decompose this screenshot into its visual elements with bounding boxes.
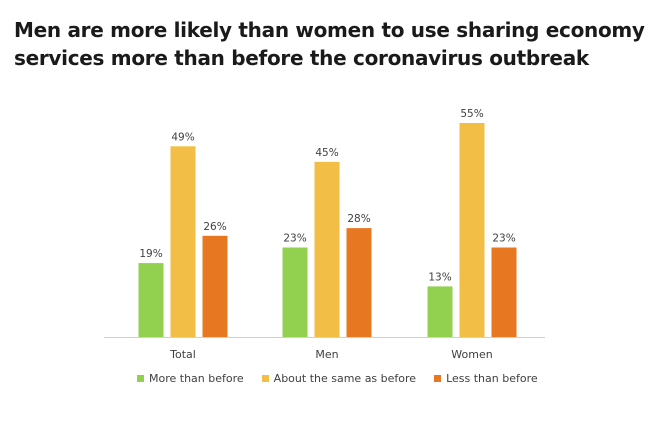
legend-item-same: About the same as before [261,372,417,385]
data-label-more-men: 23% [283,233,306,245]
chart-title: Men are more likely than women to use sh… [14,16,654,72]
data-label-same-men: 45% [315,147,338,159]
legend-swatch-more [137,375,144,382]
chart-title-line-2: services more than before the coronaviru… [14,46,589,70]
chart-legend: More than before About the same as befor… [137,372,556,385]
legend-swatch-less [434,375,442,382]
x-tick-label-women: Women [451,348,492,361]
legend-label-more: More than before [149,372,244,385]
legend-item-more: More than before [137,372,244,385]
data-label-same-women: 55% [460,108,483,120]
data-label-more-total: 19% [139,248,162,260]
legend-label-same: About the same as before [273,372,417,385]
bar-less-total [202,235,228,337]
chart-title-line-1: Men are more likely than women to use sh… [14,18,645,42]
x-tick-label-men: Men [315,348,338,361]
bar-same-women [459,123,485,337]
bar-more-women [427,286,453,337]
bar-less-men [346,228,372,337]
bar-more-men [282,247,308,337]
legend-item-less: Less than before [434,372,538,385]
bar-same-total [170,146,196,337]
bar-more-total [138,263,164,337]
legend-swatch-same [261,375,269,382]
bar-same-men [314,161,340,337]
data-label-more-women: 13% [428,271,451,283]
x-tick-label-total: Total [169,348,196,361]
data-label-same-total: 49% [171,131,194,143]
legend-label-less: Less than before [446,372,538,385]
data-label-less-women: 23% [492,233,515,245]
data-label-less-men: 28% [347,213,370,225]
bar-less-women [491,247,517,337]
data-label-less-total: 26% [203,221,226,233]
